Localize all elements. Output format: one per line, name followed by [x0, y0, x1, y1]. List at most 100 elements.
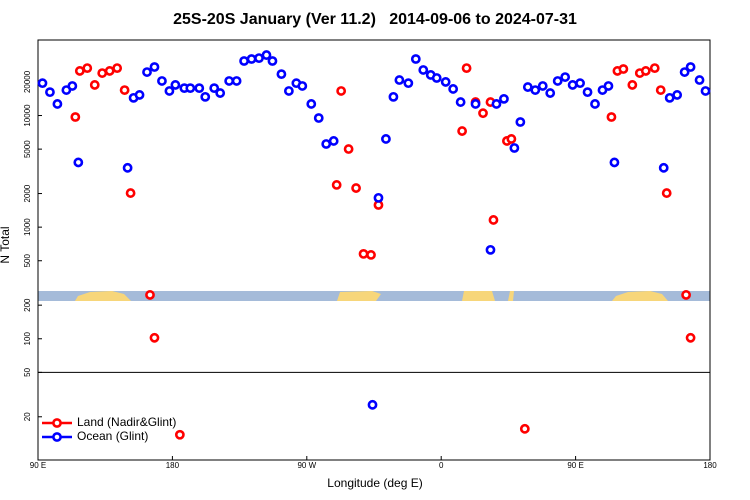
land-shape	[612, 291, 668, 301]
land-shape	[508, 291, 514, 301]
data-point	[142, 67, 152, 77]
x-tick-label: 90 E	[30, 461, 46, 470]
data-point	[134, 90, 145, 100]
data-point	[664, 92, 675, 103]
data-point	[351, 183, 361, 193]
data-point	[313, 113, 324, 123]
x-tick-label: 0	[439, 461, 444, 470]
data-point	[331, 180, 342, 190]
data-point	[170, 80, 181, 90]
y-tick-label: 10000	[23, 104, 32, 127]
data-point	[367, 399, 378, 410]
data-point	[515, 117, 526, 127]
data-point	[567, 80, 578, 90]
data-point	[297, 81, 308, 91]
data-point	[194, 83, 205, 94]
data-point	[488, 215, 499, 225]
data-point	[685, 62, 696, 72]
x-axis-label: Longitude (deg E)	[327, 476, 422, 490]
data-point	[394, 75, 405, 85]
data-point	[590, 99, 600, 109]
data-point	[694, 75, 705, 85]
data-point	[267, 56, 278, 66]
data-point	[609, 157, 620, 168]
land-shape	[75, 291, 131, 301]
data-point	[700, 86, 711, 96]
land-shape	[462, 291, 495, 301]
map-strip	[38, 291, 710, 301]
y-tick-label: 2000	[23, 184, 32, 202]
data-point	[358, 248, 369, 259]
data-point	[306, 99, 317, 109]
x-tick-label: 90 E	[567, 461, 583, 470]
y-axis-label: N Total	[0, 226, 12, 263]
data-point	[530, 85, 541, 95]
plot-frame	[37, 39, 711, 461]
legend-marker	[52, 418, 62, 428]
data-point	[627, 80, 638, 90]
data-point	[560, 72, 571, 82]
data-point	[582, 87, 593, 98]
chart-title: 25S-20S January (Ver 11.2) 2014-09-06 to…	[173, 11, 577, 28]
data-point	[618, 64, 629, 74]
y-tick-label: 100	[23, 332, 32, 346]
y-tick-label: 1000	[23, 218, 32, 236]
data-point	[440, 77, 451, 87]
data-point	[685, 332, 696, 343]
data-point	[640, 66, 651, 76]
data-point	[366, 250, 376, 260]
y-tick-label: 20000	[23, 70, 32, 93]
data-point	[545, 88, 556, 98]
data-point	[254, 53, 264, 63]
data-point	[200, 91, 211, 102]
data-point	[552, 76, 563, 86]
data-point	[231, 76, 242, 86]
y-tick-label: 200	[23, 298, 32, 312]
data-point	[655, 85, 666, 95]
data-point	[239, 56, 249, 66]
data-point	[658, 162, 669, 173]
data-point	[448, 84, 459, 94]
data-point	[67, 81, 78, 91]
data-point	[157, 76, 167, 86]
data-point	[276, 69, 287, 80]
data-point	[506, 134, 517, 144]
data-point	[164, 86, 175, 96]
data-point	[499, 93, 509, 104]
y-tick-label: 5000	[23, 140, 32, 158]
data-point	[174, 429, 185, 440]
data-point	[104, 66, 115, 76]
data-point	[246, 54, 257, 64]
data-point	[343, 144, 354, 154]
data-point	[661, 188, 672, 198]
data-point	[89, 80, 100, 90]
data-point	[215, 88, 226, 98]
data-point	[70, 112, 81, 122]
data-point	[679, 67, 690, 77]
data-point	[321, 139, 332, 149]
data-point	[328, 136, 339, 146]
data-point	[455, 97, 466, 107]
data-point	[522, 82, 533, 92]
data-point	[575, 78, 585, 89]
data-point	[457, 126, 468, 136]
data-point	[509, 143, 520, 153]
legend-marker	[52, 432, 62, 442]
data-point	[606, 112, 617, 122]
data-point	[410, 54, 421, 64]
data-point	[681, 290, 692, 300]
data-point	[537, 81, 548, 91]
y-tick-label: 20	[23, 412, 32, 421]
x-tick-label: 90 W	[297, 461, 316, 470]
data-point	[283, 86, 294, 96]
data-point	[418, 65, 429, 75]
data-point	[185, 83, 196, 94]
data-point	[74, 66, 85, 76]
data-point	[261, 50, 272, 60]
data-point	[149, 332, 160, 343]
data-point	[52, 99, 63, 109]
data-point	[97, 68, 108, 78]
legend-label: Land (Nadir&Glint)	[77, 415, 176, 429]
x-tick-label: 180	[166, 461, 180, 470]
